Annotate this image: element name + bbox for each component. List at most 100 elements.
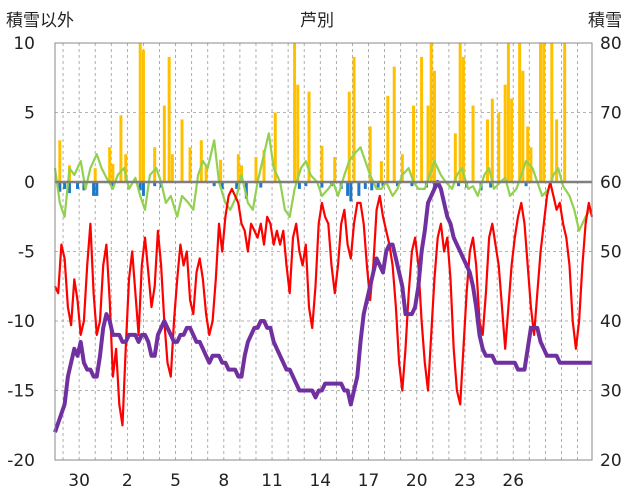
bar-mark <box>141 49 145 183</box>
bar-mark <box>320 145 324 182</box>
bar-mark <box>357 182 361 196</box>
bar-mark <box>457 182 461 187</box>
bar-mark <box>542 43 546 182</box>
bar-mark <box>92 182 96 196</box>
bar-mark <box>212 182 216 187</box>
bar-mark <box>426 105 430 182</box>
x-tick-label: 8 <box>218 471 229 491</box>
bar-mark <box>386 95 390 182</box>
bar-mark <box>485 119 489 182</box>
x-tick-label: 20 <box>406 471 428 491</box>
bar-mark <box>240 165 244 182</box>
bar-mark <box>395 182 399 187</box>
x-tick-label: 30 <box>68 471 90 491</box>
bar-mark <box>153 182 157 187</box>
bar-mark <box>333 156 337 182</box>
bar-mark <box>293 43 297 182</box>
bar-mark <box>489 182 493 188</box>
bar-mark <box>254 156 258 182</box>
bar-mark <box>471 105 475 182</box>
bar-mark <box>400 154 404 182</box>
bar-mark <box>550 43 554 182</box>
bar-mark <box>119 115 123 182</box>
right-tick-label: 80 <box>600 34 622 54</box>
x-tick-label: 2 <box>122 471 133 491</box>
left-tick-label: 10 <box>13 34 35 54</box>
x-tick-label: 26 <box>502 471 524 491</box>
bar-mark <box>506 43 510 182</box>
bar-mark <box>412 105 416 182</box>
bar-mark <box>170 154 174 182</box>
bar-mark <box>199 140 203 182</box>
bar-mark <box>76 182 80 189</box>
bar-mark <box>368 126 372 182</box>
bar-mark <box>244 182 248 199</box>
bar-mark <box>497 112 501 182</box>
bar-mark <box>363 182 367 189</box>
bar-mark <box>526 126 530 182</box>
bar-mark <box>346 182 350 196</box>
bar-mark <box>220 182 224 189</box>
right-tick-label: 30 <box>600 382 622 402</box>
x-tick-label: 11 <box>261 471 283 491</box>
right-tick-label: 40 <box>600 312 622 332</box>
bar-mark <box>307 91 311 182</box>
bar-mark <box>297 182 301 189</box>
left-tick-label: 5 <box>24 104 35 124</box>
bar-mark <box>296 84 300 182</box>
bar-mark <box>58 140 62 182</box>
bar-mark <box>563 43 567 182</box>
bar-mark <box>108 147 112 182</box>
bar-mark <box>236 154 240 182</box>
right-tick-label: 70 <box>600 104 622 124</box>
plot-border <box>54 42 593 461</box>
bar-mark <box>490 98 494 182</box>
bar-mark <box>521 70 525 182</box>
bar-mark <box>167 56 171 182</box>
bar-mark <box>518 43 522 182</box>
bar-mark <box>410 182 414 187</box>
bar-mark <box>273 112 277 182</box>
left-tick-label: 0 <box>24 173 35 193</box>
left-tick-label: -5 <box>18 243 35 263</box>
right-axis-title: 積雪 <box>588 11 622 31</box>
bar-mark <box>219 159 223 182</box>
bar-mark <box>453 133 457 182</box>
x-tick-label: 17 <box>358 471 380 491</box>
bar-mark <box>347 91 351 182</box>
x-tick-label: 5 <box>170 471 181 491</box>
bar-mark <box>370 182 374 191</box>
right-tick-label: 50 <box>600 243 622 263</box>
bar-mark <box>352 56 356 182</box>
right-tick-label: 20 <box>600 451 622 471</box>
bar-mark <box>235 182 239 189</box>
bar-mark <box>432 70 436 182</box>
bar-mark <box>124 154 128 182</box>
bar-mark <box>67 182 71 194</box>
bar-mark <box>429 43 433 182</box>
bar-mark <box>111 163 115 182</box>
bar-mark <box>162 105 166 182</box>
bar-mark <box>259 182 263 188</box>
left-axis-title: 積雪以外 <box>6 11 74 31</box>
bar-mark <box>63 182 67 189</box>
bar-mark <box>58 182 62 192</box>
bar-mark <box>180 119 184 182</box>
bar-mark <box>529 147 533 182</box>
bar-mark <box>138 182 142 191</box>
left-tick-label: -15 <box>7 382 35 402</box>
bar-mark <box>420 56 424 182</box>
chart-title: 芦別 <box>300 11 334 31</box>
bar-mark <box>461 56 465 182</box>
bar-mark <box>304 182 308 187</box>
bar-mark <box>188 147 192 182</box>
bar-mark <box>503 84 507 182</box>
bar-mark <box>555 119 559 182</box>
x-tick-label: 14 <box>309 471 331 491</box>
bar-mark <box>153 147 157 182</box>
series-line-3 <box>54 180 594 427</box>
bar-mark <box>539 43 543 182</box>
left-tick-label: -10 <box>7 312 35 332</box>
bar-mark <box>111 182 115 187</box>
